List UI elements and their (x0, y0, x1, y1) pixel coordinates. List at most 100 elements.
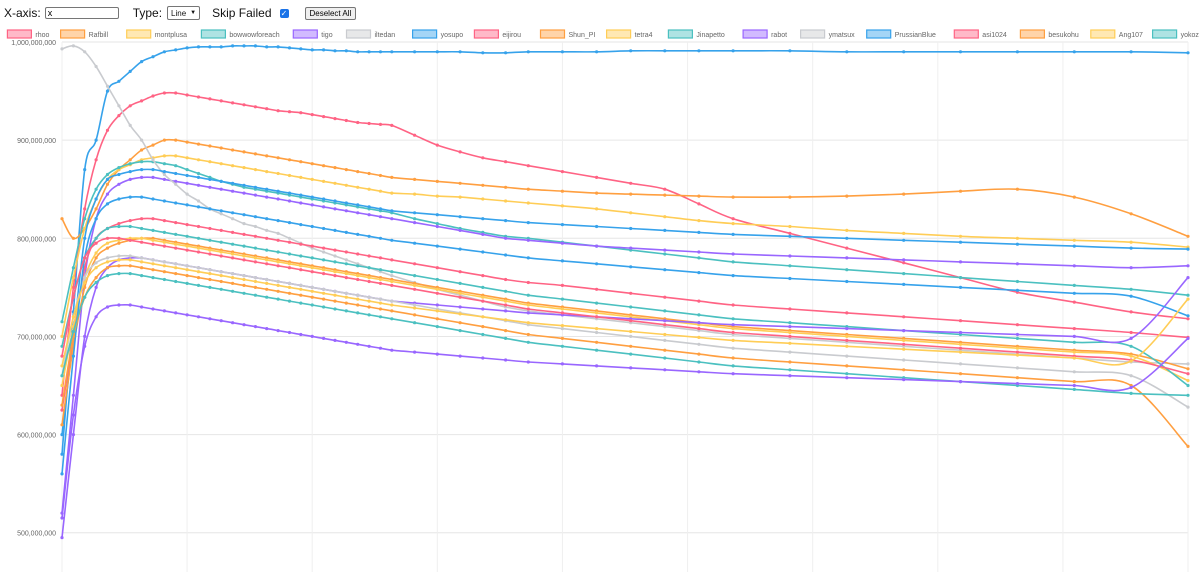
data-point-tetra4 (140, 236, 144, 240)
data-point-tonkosi (413, 350, 417, 354)
data-point-Jinapetto (731, 317, 735, 321)
data-point-bowwowforeach (174, 164, 178, 168)
data-point-asi1024 (902, 342, 906, 346)
data-point-ymatsux (253, 276, 257, 280)
data-point-eijirou (208, 226, 212, 231)
data-point-montplusa (196, 158, 201, 162)
type-select[interactable]: Line ▼ (167, 6, 201, 20)
data-point-eijirou (128, 219, 132, 223)
data-point-tetra4 (902, 338, 906, 342)
data-point-tonkosi (242, 323, 246, 327)
deselect-all-button[interactable]: Deselect All (304, 6, 357, 20)
data-point-eijirou (731, 303, 735, 307)
data-point-tigo (1015, 262, 1020, 266)
legend-item-tigo[interactable]: tigo (292, 29, 333, 39)
data-point-ymatsux (333, 289, 337, 293)
data-point-Rafbill (253, 152, 257, 156)
data-point-besukohu (219, 279, 223, 284)
data-point-asi1024 (435, 291, 439, 295)
data-point-yokozuna57 (344, 309, 348, 313)
legend-label: Rafbill (89, 32, 109, 39)
data-point-Rafbill (413, 177, 417, 181)
data-point-Rafbill (105, 182, 110, 186)
data-point-Rafbill (60, 217, 64, 221)
y-tick-label: 900,000,000 (17, 138, 56, 145)
legend-item-yokozuna57[interactable]: yokozuna57 (1151, 29, 1199, 39)
data-point-Rafbill (663, 193, 667, 197)
data-point-Shun_PI (60, 423, 64, 427)
data-point-eijirou (253, 234, 257, 238)
data-point-besukohu (458, 321, 462, 325)
data-point-tetra4 (356, 274, 360, 278)
data-point-asi1024 (185, 248, 189, 252)
legend-item-PrussianBlue[interactable]: PrussianBlue (866, 29, 936, 39)
legend-item-Ang107[interactable]: Ang107 (1090, 29, 1143, 39)
data-point-rhoo (845, 246, 849, 250)
data-point-Jinapetto (253, 246, 257, 250)
legend-item-Jinapetto[interactable]: Jinapetto (667, 29, 725, 39)
data-point-ymatsux (83, 276, 87, 280)
data-point-rhoo (731, 217, 735, 221)
legend-item-tetra4[interactable]: tetra4 (605, 29, 653, 39)
xaxis-input[interactable] (44, 7, 119, 19)
data-point-saharan (845, 50, 849, 54)
data-point-rhoo (413, 133, 417, 137)
data-point-eijirou (162, 219, 166, 223)
data-point-besukohu (94, 276, 98, 280)
data-point-asi1024 (253, 260, 257, 264)
legend-item-bowwowforeach[interactable]: bowwowforeach (200, 29, 280, 39)
data-point-bowwowforeach (83, 217, 87, 221)
data-point-ymatsux (219, 270, 223, 274)
data-point-asi1024 (413, 287, 417, 291)
data-point-Ang107 (242, 277, 246, 282)
legend-item-iltedan[interactable]: iltedan (345, 29, 396, 39)
data-point-rhoo (117, 114, 121, 118)
data-point-saharan (560, 50, 565, 54)
data-point-besukohu (333, 299, 337, 303)
data-point-asi1024 (697, 327, 701, 331)
legend-item-rabot[interactable]: rabot (742, 29, 787, 39)
data-point-tetra4 (231, 252, 235, 256)
data-point-rabot (60, 536, 64, 540)
data-point-bowwowforeach (71, 266, 75, 270)
data-point-yosupo (117, 172, 121, 177)
skip-failed-checkbox[interactable]: ✓ (279, 8, 289, 18)
data-point-tetra4 (788, 330, 792, 335)
legend-item-Shun_PI[interactable]: Shun_PI (539, 29, 596, 39)
data-point-tonkosi (105, 305, 110, 309)
data-point-yokozuna57 (276, 297, 280, 301)
legend-item-asi1024[interactable]: asi1024 (953, 29, 1007, 39)
data-point-rhoo (196, 95, 201, 99)
data-point-montplusa (1015, 236, 1020, 240)
legend-item-montplusa[interactable]: montplusa (126, 29, 187, 39)
legend-item-rhoo[interactable]: rhoo (6, 29, 50, 39)
data-point-tonkosi (151, 307, 155, 311)
data-point-ymatsux (128, 254, 132, 258)
data-point-iltedan (322, 250, 326, 254)
data-point-Jinapetto (629, 305, 633, 309)
data-point-tetra4 (196, 246, 201, 250)
data-point-yokozuna57 (287, 299, 292, 303)
data-point-saharan (117, 79, 121, 83)
data-point-tonkosi (435, 352, 439, 356)
data-point-bowwowforeach (435, 222, 439, 226)
data-point-asi1024 (1015, 350, 1020, 354)
legend-item-Rafbill[interactable]: Rafbill (59, 29, 109, 39)
data-point-Ang107 (185, 268, 189, 272)
data-point-tetra4 (94, 251, 98, 255)
data-point-iltedan (162, 172, 166, 177)
data-point-yokozuna57 (1072, 387, 1076, 391)
data-point-iltedan (117, 104, 121, 108)
data-point-montplusa (902, 231, 906, 235)
data-point-montplusa (560, 204, 565, 208)
data-point-yokozuna57 (208, 285, 212, 289)
data-point-eijirou (560, 283, 565, 287)
data-point-saharan (219, 45, 223, 49)
data-point-rhoo (356, 120, 360, 125)
legend-item-ymatsux[interactable]: ymatsux (799, 29, 856, 39)
data-point-Jinapetto (413, 274, 417, 278)
data-point-PrussianBlue (435, 244, 439, 248)
legend-item-yosupo[interactable]: yosupo (412, 29, 464, 39)
legend-item-besukohu[interactable]: besukohu (1019, 29, 1079, 39)
legend-item-eijirou[interactable]: eijirou (473, 29, 521, 39)
